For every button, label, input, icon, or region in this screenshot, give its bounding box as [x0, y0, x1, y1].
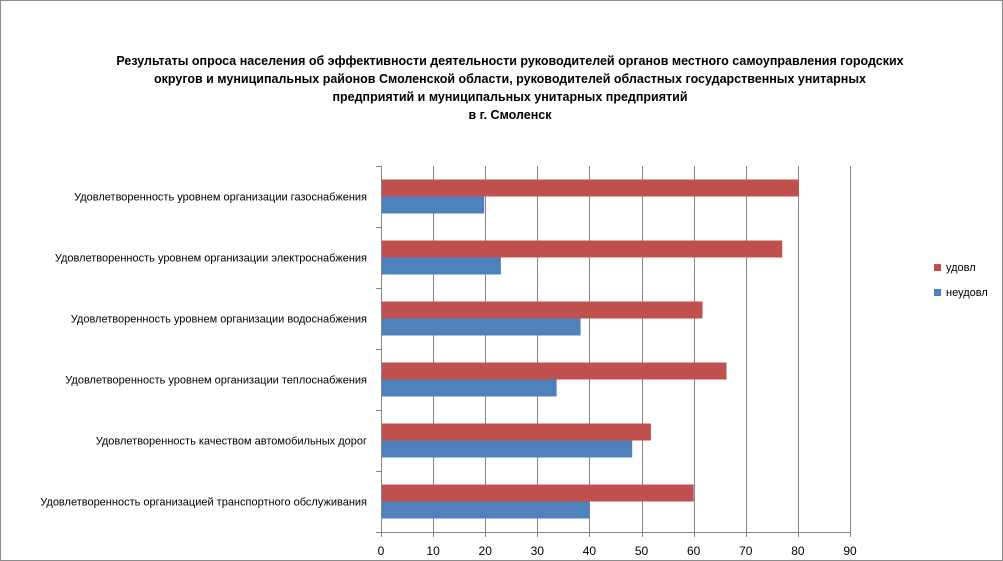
- chart-title-line-1: Результаты опроса населения об эффективн…: [116, 54, 904, 68]
- x-tick-label-0: 0: [378, 544, 385, 558]
- x-tick-label-40: 40: [583, 544, 597, 558]
- x-tick-label-90: 90: [843, 544, 857, 558]
- legend-label-udovl: удовл: [946, 262, 976, 274]
- category-label-3: Удовлетворенность уровнем организации те…: [65, 375, 367, 387]
- chart-title: Результаты опроса населения об эффективн…: [60, 52, 960, 124]
- bar-udovl-5: [381, 484, 694, 502]
- legend-label-neudovl: неудовл: [946, 287, 988, 299]
- bar-neudovl-1: [381, 257, 501, 275]
- x-tick-label-60: 60: [687, 544, 701, 558]
- bar-neudovl-2: [381, 318, 581, 336]
- bar-neudovl-0: [381, 196, 485, 214]
- chart-title-line-3: предприятий и муниципальных унитарных пр…: [332, 90, 688, 104]
- x-tick-label-30: 30: [531, 544, 545, 558]
- category-label-0: Удовлетворенность уровнем организации га…: [74, 192, 367, 204]
- x-tick-label-10: 10: [426, 544, 440, 558]
- category-label-2: Удовлетворенность уровнем организации во…: [71, 314, 367, 326]
- bar-udovl-0: [381, 179, 799, 197]
- legend-swatch-neudovl: [934, 289, 941, 296]
- bar-udovl-2: [381, 301, 703, 319]
- x-tick-label-80: 80: [791, 544, 805, 558]
- bar-udovl-3: [381, 362, 727, 380]
- chart-title-line-2: округов и муниципальных районов Смоленск…: [154, 72, 866, 86]
- bar-neudovl-3: [381, 379, 557, 397]
- legend-swatch-udovl: [934, 264, 941, 271]
- bar-udovl-4: [381, 423, 651, 441]
- category-label-1: Удовлетворенность уровнем организации эл…: [55, 253, 367, 265]
- chart-title-line-4: в г. Смоленск: [468, 108, 552, 122]
- category-label-4: Удовлетворенность качеством автомобильны…: [96, 436, 367, 448]
- category-label-5: Удовлетворенность организацией транспорт…: [40, 497, 367, 509]
- x-tick-label-20: 20: [479, 544, 493, 558]
- x-tick-label-70: 70: [739, 544, 753, 558]
- bar-udovl-1: [381, 240, 783, 258]
- bar-neudovl-5: [381, 501, 590, 519]
- x-tick-label-50: 50: [635, 544, 649, 558]
- bar-neudovl-4: [381, 440, 633, 458]
